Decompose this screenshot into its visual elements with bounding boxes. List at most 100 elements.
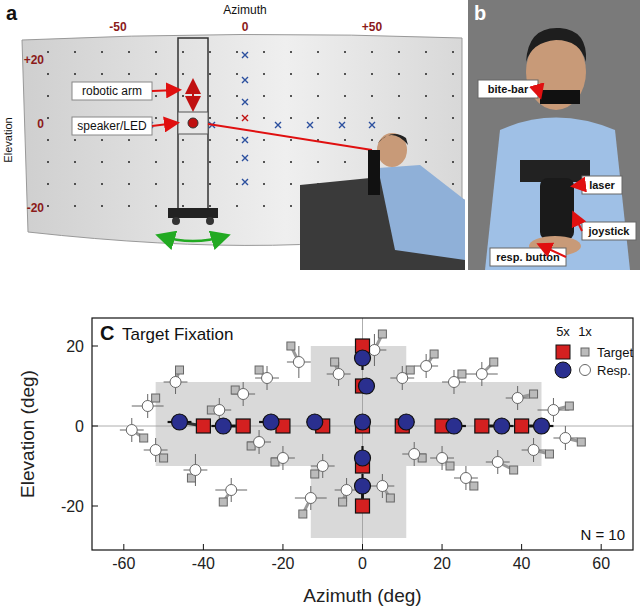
- panel-c: -60-40-200204060-20020Azimuth (deg)Eleva…: [17, 318, 634, 606]
- speaker-dot: [128, 161, 130, 163]
- x-axis-label: Azimuth (deg): [303, 585, 421, 606]
- response-marker: [262, 373, 273, 384]
- target-marker: [530, 390, 538, 398]
- speaker-dot: [344, 95, 346, 97]
- speaker-dot: [263, 51, 265, 53]
- callout: robotic arm: [82, 84, 142, 98]
- person-head: [377, 133, 407, 167]
- speaker-dot: [182, 51, 184, 53]
- response-marker: [150, 445, 161, 456]
- response-marker: [437, 453, 448, 464]
- x-tick: [282, 544, 283, 550]
- person-shirt: [378, 165, 465, 260]
- response-marker: [446, 418, 462, 434]
- speaker-dot: [371, 139, 373, 141]
- legend: 5x1xTargetResp.: [555, 324, 634, 378]
- panel-letter: a: [6, 2, 18, 24]
- speaker-dot: [47, 205, 49, 207]
- response-marker: [398, 414, 414, 430]
- joystick: [540, 178, 574, 240]
- target-marker: [446, 462, 454, 470]
- response-marker: [341, 485, 352, 496]
- speaker-dot: [155, 205, 157, 207]
- speaker-dot: [452, 161, 454, 163]
- shaded-region: [311, 346, 406, 538]
- y-tick: [92, 346, 98, 347]
- speaker-dot: [209, 51, 211, 53]
- speaker-dot: [371, 95, 373, 97]
- callout: laser: [589, 179, 615, 191]
- speaker-dot: [290, 73, 292, 75]
- target-marker: [287, 342, 295, 350]
- target-marker: [236, 419, 250, 433]
- response-marker: [355, 414, 371, 430]
- speaker-dot: [263, 117, 265, 119]
- response-marker: [494, 418, 510, 434]
- response-marker: [369, 345, 380, 356]
- speaker-dot: [398, 73, 400, 75]
- speaker-dot: [290, 117, 292, 119]
- x-tick: [601, 544, 602, 550]
- speaker-dot: [425, 51, 427, 53]
- laser-line: [208, 124, 372, 150]
- horizontal-motion-arrow: [160, 236, 226, 241]
- elevation-title: Elevation: [2, 117, 14, 162]
- target-marker: [176, 366, 184, 374]
- x-tick: [521, 544, 522, 550]
- callout-box: [478, 80, 538, 98]
- response-marker: [142, 401, 153, 412]
- x-tick-label: -40: [192, 555, 215, 572]
- response-marker: [512, 393, 523, 404]
- speaker-dot: [209, 73, 211, 75]
- response-marker: [355, 350, 371, 366]
- speaker-dot: [344, 73, 346, 75]
- target-marker: [219, 498, 227, 506]
- speaker-dot: [236, 161, 238, 163]
- target-marker: [378, 330, 386, 338]
- speaker-dot: [47, 73, 49, 75]
- response-marker: [377, 481, 388, 492]
- response-marker: [355, 450, 371, 466]
- speaker-dot: [128, 183, 130, 185]
- response-marker: [560, 433, 571, 444]
- x-tick-label: 0: [358, 555, 367, 572]
- target-marker: [406, 366, 414, 374]
- target-cross: [339, 122, 345, 128]
- speaker-dot: [425, 161, 427, 163]
- y-tick-label: -20: [61, 498, 84, 515]
- x-tick-label: -60: [112, 555, 135, 572]
- speaker-dot: [398, 117, 400, 119]
- legend-swatch: [555, 362, 571, 378]
- speaker-dot: [263, 73, 265, 75]
- azimuth-tick: +50: [362, 20, 383, 34]
- speaker-dot: [263, 139, 265, 141]
- speaker-dot: [155, 161, 157, 163]
- azimuth-title: Azimuth: [223, 3, 266, 17]
- plot-marks: [92, 318, 633, 550]
- speaker-dot: [236, 205, 238, 207]
- speaker-dot: [47, 183, 49, 185]
- x-tick: [123, 544, 124, 550]
- elevation-tick: 0: [37, 117, 44, 131]
- response-marker: [358, 378, 374, 394]
- legend-column: 1x: [578, 324, 592, 339]
- plot-frame: [92, 318, 633, 550]
- speaker-dot: [128, 139, 130, 141]
- target-marker: [510, 466, 518, 474]
- speaker-dot: [344, 161, 346, 163]
- y-tick-label: 0: [75, 418, 84, 435]
- annotation: N = 10: [580, 526, 625, 543]
- response-marker: [170, 377, 181, 388]
- speaker-dot: [317, 73, 319, 75]
- cart: [168, 208, 218, 218]
- panel-letter: b: [474, 2, 486, 24]
- speaker-dot: [371, 117, 373, 119]
- response-marker: [548, 405, 559, 416]
- led: [188, 118, 198, 128]
- callout-box: [582, 222, 636, 240]
- target-marker: [356, 499, 370, 513]
- response-marker: [263, 414, 279, 430]
- response-marker: [238, 389, 249, 400]
- speaker-dot: [128, 51, 130, 53]
- target-marker: [311, 470, 319, 478]
